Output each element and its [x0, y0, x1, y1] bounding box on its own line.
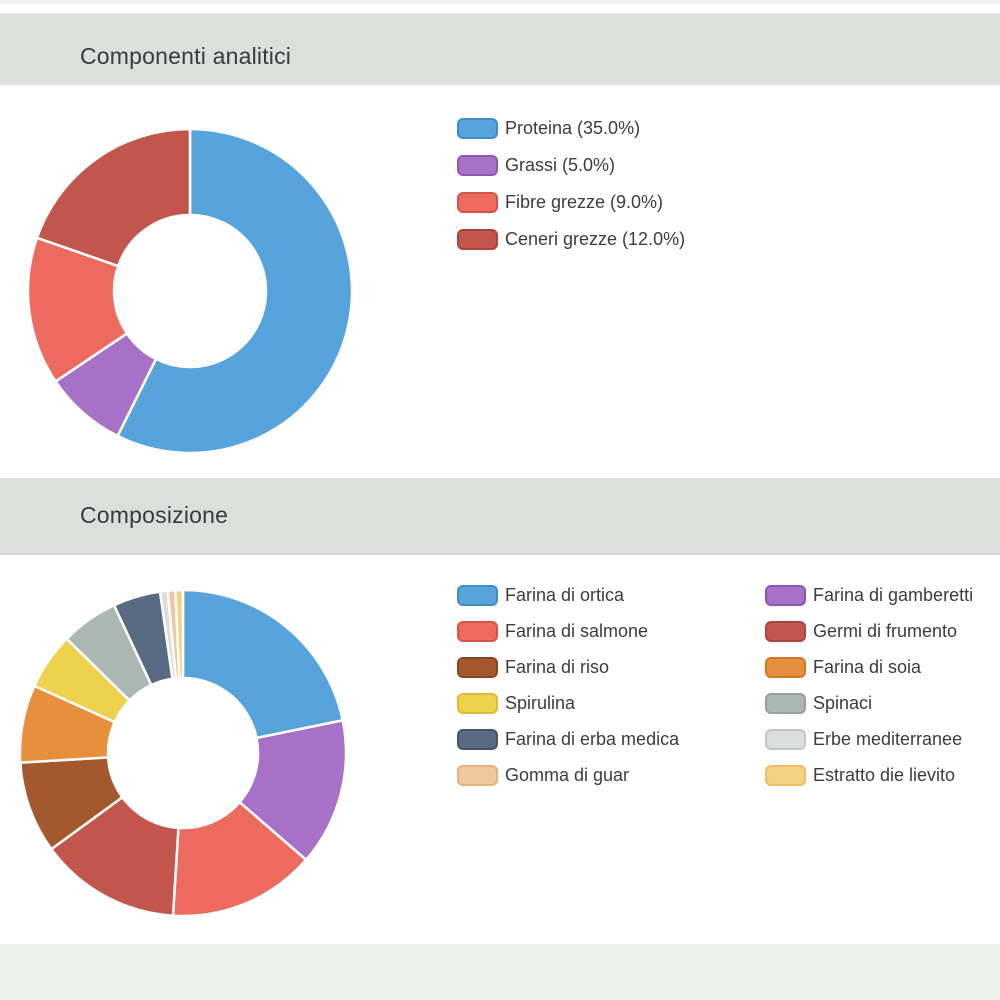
legend-componenti-analitici: Proteina (35.0%) Grassi (5.0%) Fibre grezz…: [457, 110, 685, 258]
donut-slice-estratto-die-lievito[interactable]: [174, 588, 185, 680]
legend-swatch-icon: [457, 656, 498, 678]
legend-item-ceneri-grezze[interactable]: Ceneri grezze (12.0%): [457, 221, 685, 258]
legend-label: Gomma di guar: [505, 764, 630, 785]
donut-slice-ceneri-grezze[interactable]: [35, 127, 192, 268]
legend-item-farina-di-ortica[interactable]: Farina di ortica: [457, 577, 679, 613]
legend-item-gomma-di-guar[interactable]: Gomma di guar: [457, 757, 679, 793]
legend-label: Germi di frumento: [813, 620, 958, 641]
legend-item-farina-di-erba-medica[interactable]: Farina di erba medica: [457, 721, 679, 757]
donut-slice-farina-di-salmone[interactable]: [171, 800, 308, 918]
legend-label: Erbe mediterranee: [813, 728, 963, 749]
legend-label: Farina di gamberetti: [813, 584, 974, 605]
donut-slice-fibre-grezze[interactable]: [26, 236, 129, 383]
next-section-band: [0, 944, 1000, 1000]
legend-label: Farina di erba medica: [505, 728, 680, 749]
legend-swatch-icon: [765, 728, 806, 750]
donut-slice-proteina[interactable]: [116, 127, 354, 455]
legend-swatch-icon: [457, 728, 498, 750]
legend-label: Proteina (35.0%): [505, 118, 641, 138]
legend-label: Farina di riso: [505, 656, 610, 677]
legend-swatch-icon: [765, 620, 806, 642]
legend-swatch-icon: [457, 620, 498, 642]
legend-item-farina-di-soia[interactable]: Farina di soia: [765, 649, 973, 685]
legend-swatch-icon: [457, 118, 498, 139]
legend-composizione-column-2: Farina di gamberetti Germi di frumento Far…: [765, 577, 973, 793]
legend-label: Ceneri grezze (12.0%): [505, 229, 686, 249]
legend-label: Fibre grezze (9.0%): [505, 192, 664, 212]
legend-swatch-icon: [457, 155, 498, 176]
legend-label: Farina di ortica: [505, 584, 625, 605]
legend-composizione-column-1: Farina di ortica Farina di salmone Farina …: [457, 577, 679, 793]
legend-label: Farina di soia: [813, 656, 922, 677]
legend-label: Spirulina: [505, 692, 576, 713]
donut-chart-composizione[interactable]: [18, 588, 348, 918]
legend-swatch-icon: [457, 229, 498, 250]
legend-label: Estratto die lievito: [813, 764, 956, 785]
legend-label: Spinaci: [813, 692, 873, 713]
legend-item-farina-di-riso[interactable]: Farina di riso: [457, 649, 679, 685]
legend-swatch-icon: [765, 764, 806, 786]
legend-item-germi-di-frumento[interactable]: Germi di frumento: [765, 613, 973, 649]
section-title-composizione: Composizione: [80, 502, 229, 528]
legend-swatch-icon: [765, 656, 806, 678]
legend-item-fibre-grezze[interactable]: Fibre grezze (9.0%): [457, 184, 685, 221]
legend-label: Farina di salmone: [505, 620, 649, 641]
legend-swatch-icon: [457, 192, 498, 213]
legend-label: Grassi (5.0%): [505, 155, 616, 175]
section-header-composizione: Composizione: [0, 478, 1000, 555]
legend-swatch-icon: [457, 692, 498, 714]
legend-item-proteina[interactable]: Proteina (35.0%): [457, 110, 685, 147]
legend-item-spirulina[interactable]: Spirulina: [457, 685, 679, 721]
top-strip: [0, 0, 1000, 4]
legend-item-spinaci[interactable]: Spinaci: [765, 685, 973, 721]
legend-item-grassi[interactable]: Grassi (5.0%): [457, 147, 685, 184]
donut-slice-farina-di-ortica[interactable]: [181, 588, 344, 740]
donut-chart-componenti-analitici[interactable]: [25, 126, 355, 456]
legend-item-erbe-mediterranee[interactable]: Erbe mediterranee: [765, 721, 973, 757]
legend-item-estratto-die-lievito[interactable]: Estratto die lievito: [765, 757, 973, 793]
legend-swatch-icon: [765, 692, 806, 714]
section-title-componenti-analitici: Componenti analitici: [80, 43, 292, 69]
section-header-componenti-analitici: Componenti analitici: [0, 13, 1000, 85]
legend-swatch-icon: [457, 584, 498, 606]
legend-item-farina-di-gamberetti[interactable]: Farina di gamberetti: [765, 577, 973, 613]
legend-swatch-icon: [765, 584, 806, 606]
legend-item-farina-di-salmone[interactable]: Farina di salmone: [457, 613, 679, 649]
legend-swatch-icon: [457, 764, 498, 786]
